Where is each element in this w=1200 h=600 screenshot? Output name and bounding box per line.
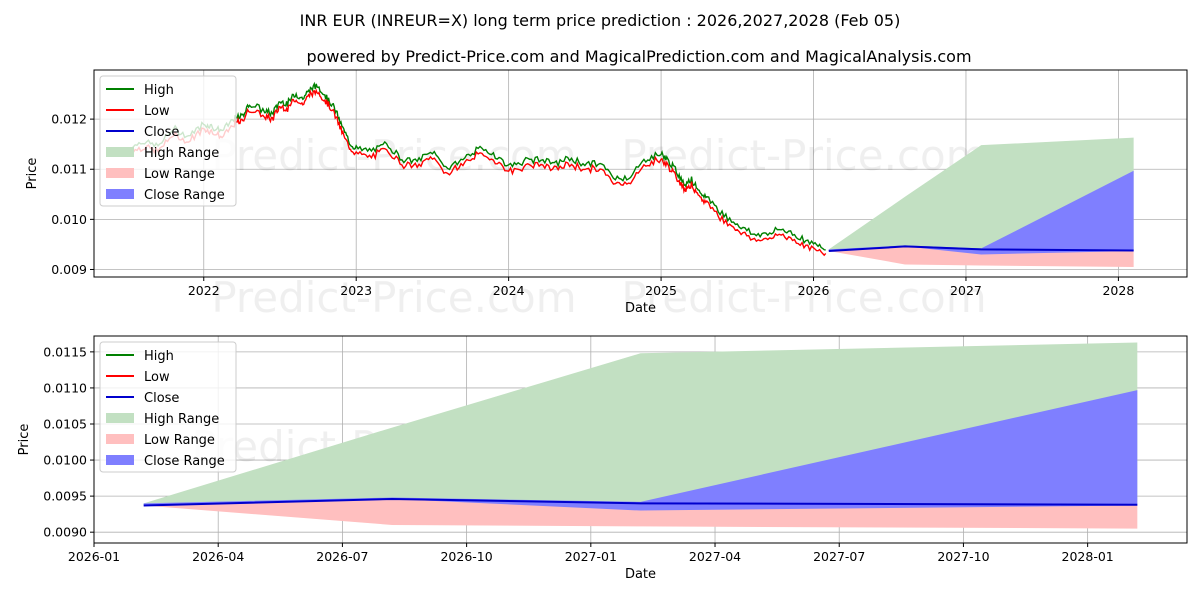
- legend-label: Close: [144, 125, 179, 140]
- x-tick-label: 2027: [950, 283, 982, 298]
- x-tick-label: 2028: [1102, 283, 1134, 298]
- y-axis-label: Price: [17, 424, 32, 456]
- x-tick-label: 2027-07: [813, 549, 865, 564]
- legend-label: Low: [144, 370, 170, 385]
- close-range-area: [828, 170, 1134, 255]
- y-tick-label: 0.010: [51, 212, 87, 227]
- x-tick-label: 2025: [645, 283, 677, 298]
- x-tick-label: 2026-10: [440, 549, 492, 564]
- x-tick-label: 2026: [798, 283, 830, 298]
- x-axis-label: Date: [625, 567, 656, 582]
- y-tick-label: 0.0105: [43, 416, 87, 431]
- legend-label: Close Range: [144, 454, 225, 469]
- x-tick-label: 2023: [340, 283, 372, 298]
- legend-label: High Range: [144, 412, 219, 427]
- high-series-line: [127, 81, 826, 251]
- x-tick-label: 2027-10: [937, 549, 989, 564]
- legend-area-swatch: [106, 455, 134, 465]
- plot-frame: [93, 335, 1188, 544]
- legend-label: High Range: [144, 146, 219, 161]
- close-range-area: [143, 390, 1138, 511]
- y-tick-label: 0.011: [51, 162, 87, 177]
- legend-label: Close: [144, 391, 179, 406]
- y-tick-label: 0.0090: [43, 525, 87, 540]
- x-tick-label: 2026-07: [316, 549, 368, 564]
- y-tick-label: 0.009: [51, 262, 87, 277]
- legend-area-swatch: [106, 413, 134, 423]
- x-tick-label: 2028-01: [1062, 549, 1114, 564]
- x-tick-label: 2022: [188, 283, 220, 298]
- x-tick-label: 2026-01: [68, 549, 120, 564]
- y-axis-label: Price: [25, 158, 40, 190]
- y-tick-label: 0.0095: [43, 489, 87, 504]
- legend-label: Close Range: [144, 188, 225, 203]
- y-tick-label: 0.0115: [43, 344, 87, 359]
- x-tick-label: 2024: [493, 283, 525, 298]
- legend-area-swatch: [106, 434, 134, 444]
- legend-area-swatch: [106, 168, 134, 178]
- y-tick-label: 0.0100: [43, 453, 87, 468]
- x-tick-label: 2027-01: [565, 549, 617, 564]
- x-tick-label: 2027-04: [689, 549, 741, 564]
- watermark-text: Predict-Price.com: [621, 273, 986, 322]
- plot-frame: [93, 69, 1188, 278]
- forecast-zoom-panel: Predict-Price.comPredict-Price.com2026-0…: [17, 335, 1188, 582]
- legend-label: Low Range: [144, 433, 215, 448]
- legend-label: Low: [144, 104, 170, 119]
- y-tick-label: 0.012: [51, 112, 87, 127]
- x-axis-label: Date: [625, 301, 656, 316]
- chart-subtitle: powered by Predict-Price.com and Magical…: [306, 47, 971, 66]
- watermark-text: Predict-Price.com: [211, 131, 576, 180]
- close-series-line: [828, 245, 1134, 252]
- legend-label: High: [144, 349, 174, 364]
- legend-area-swatch: [106, 189, 134, 199]
- y-tick-label: 0.0110: [43, 380, 87, 395]
- legend-label: Low Range: [144, 167, 215, 182]
- watermark-text: Predict-Price.com: [621, 131, 986, 180]
- long-term-panel: Predict-Price.com Predict-Price.com Predic…: [25, 69, 1188, 322]
- low-series-line: [127, 88, 827, 257]
- x-tick-label: 2026-04: [192, 549, 244, 564]
- chart-title: INR EUR (INREUR=X) long term price predi…: [300, 11, 901, 30]
- legend-area-swatch: [106, 147, 134, 157]
- watermark-text: Predict-Price.com: [211, 273, 576, 322]
- close-series-line: [143, 497, 1138, 507]
- legend-label: High: [144, 83, 174, 98]
